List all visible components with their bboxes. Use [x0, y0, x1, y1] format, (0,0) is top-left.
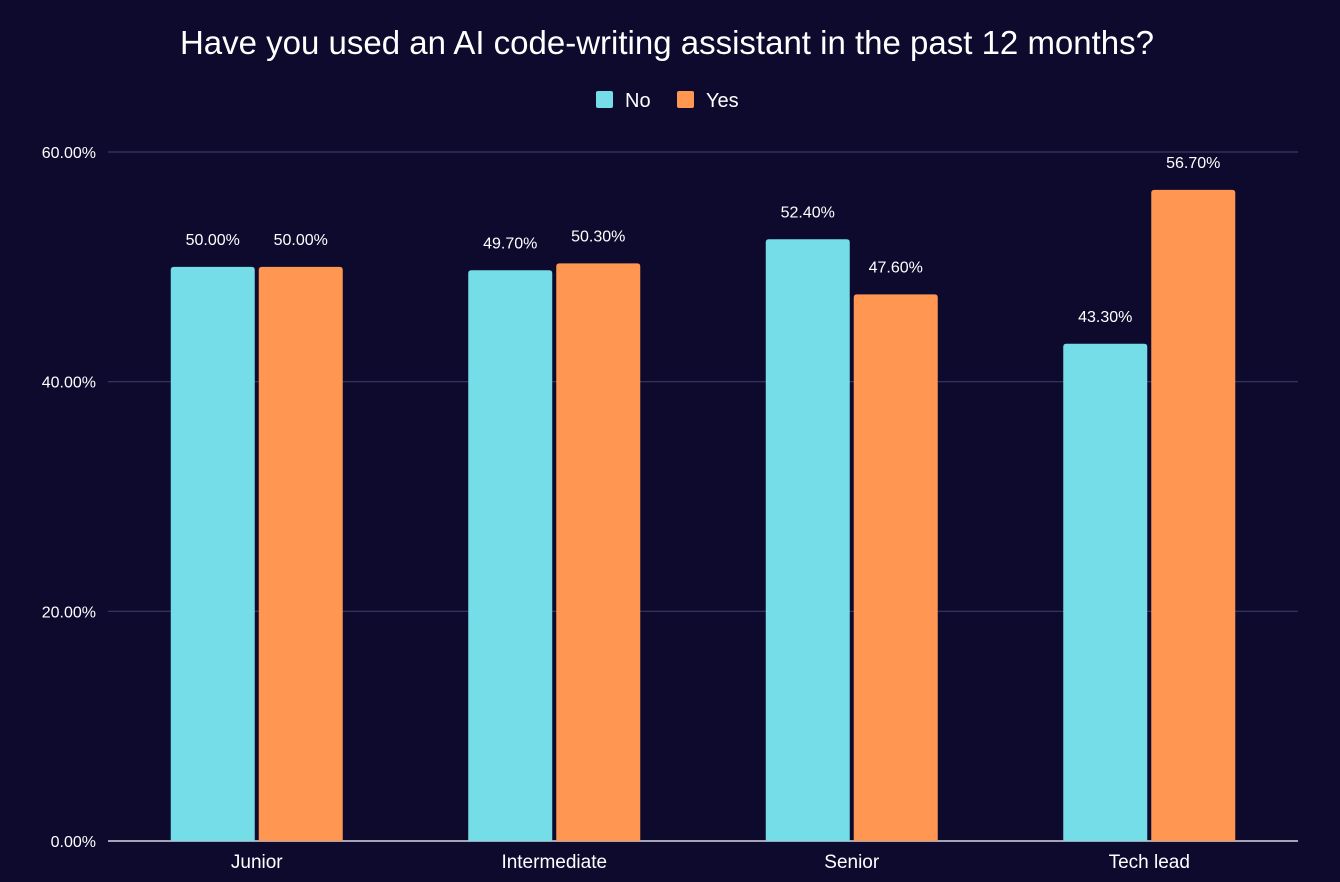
bar-senior-no: [765, 239, 850, 842]
legend-swatch-yes: [677, 91, 694, 108]
chart-title: Have you used an AI code-writing assista…: [180, 24, 1154, 61]
x-axis: Junior Intermediate Senior Tech lead: [231, 852, 1190, 873]
x-category-label-intermediate: Intermediate: [501, 852, 607, 873]
data-label-tech-lead-no: 43.30%: [1078, 309, 1132, 326]
bar-intermediate-no: [468, 270, 553, 841]
legend-swatch-no: [596, 91, 613, 108]
bar-junior-yes: [258, 266, 343, 841]
bar-junior-no: [170, 266, 255, 841]
bars: [170, 189, 1236, 842]
legend: No Yes: [596, 90, 739, 112]
legend-label-no: No: [625, 90, 651, 112]
data-labels: 50.00% 50.00% 49.70% 50.30% 52.40% 47.60% 43.3…: [186, 155, 1221, 326]
data-label-junior-yes: 50.00%: [274, 232, 328, 249]
x-category-label-junior: Junior: [231, 852, 283, 873]
y-tick-label: 40.00%: [42, 375, 96, 392]
y-tick-label: 20.00%: [42, 604, 96, 621]
data-label-senior-yes: 47.60%: [869, 259, 923, 276]
x-category-label-senior: Senior: [824, 852, 880, 873]
bar-intermediate-yes: [556, 263, 641, 842]
bar-tech-lead-no: [1063, 343, 1148, 841]
y-tick-label: 60.00%: [42, 145, 96, 162]
data-label-tech-lead-yes: 56.70%: [1166, 155, 1220, 172]
bar-senior-yes: [853, 294, 938, 842]
data-label-intermediate-no: 49.70%: [483, 235, 537, 252]
y-tick-label: 0.00%: [51, 834, 96, 851]
data-label-intermediate-yes: 50.30%: [571, 228, 625, 245]
data-label-senior-no: 52.40%: [781, 204, 835, 221]
legend-label-yes: Yes: [706, 90, 739, 112]
data-label-junior-no: 50.00%: [186, 232, 240, 249]
x-category-label-tech-lead: Tech lead: [1109, 852, 1190, 873]
bar-tech-lead-yes: [1151, 189, 1236, 841]
y-axis: 0.00% 20.00% 40.00% 60.00%: [42, 145, 96, 851]
